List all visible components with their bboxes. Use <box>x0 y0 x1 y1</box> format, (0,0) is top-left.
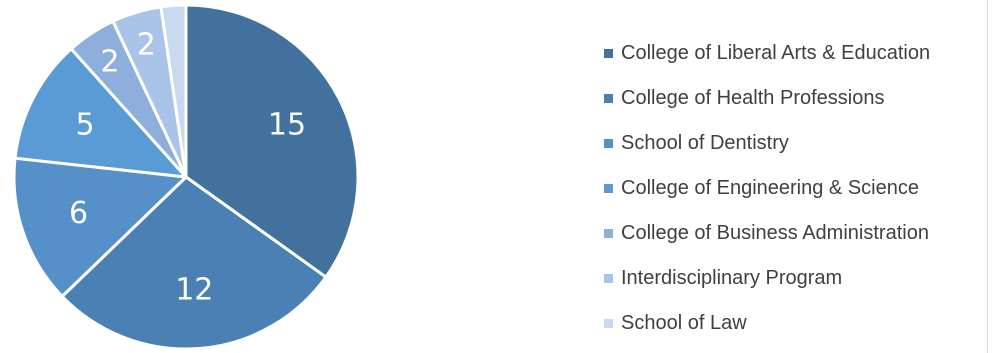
legend-item-college-of-engineering-and-science: College of Engineering & Science <box>604 166 930 211</box>
data-label-interdisciplinary-program: 2 <box>137 28 156 63</box>
data-label-school-of-dentistry: 6 <box>69 196 88 231</box>
legend-swatch <box>604 229 613 238</box>
legend-swatch <box>604 184 613 193</box>
legend-label: College of Engineering & Science <box>621 177 919 199</box>
legend-item-college-of-business-administration: College of Business Administration <box>604 211 930 256</box>
pie-slice-college-of-engineering-and-science <box>13 47 188 179</box>
legend-label: College of Liberal Arts & Education <box>621 42 931 64</box>
data-label-college-of-business-administration: 2 <box>101 45 120 80</box>
chart-legend: College of Liberal Arts & Education Colle… <box>604 31 930 346</box>
data-label-college-of-health-professions: 12 <box>175 273 213 308</box>
legend-item-college-of-liberal-arts-and-education: College of Liberal Arts & Education <box>604 31 930 76</box>
legend-label: School of Dentistry <box>621 132 789 154</box>
pie-slice-college-of-liberal-arts-and-education <box>184 3 360 279</box>
legend-swatch <box>604 49 613 58</box>
legend-swatch <box>604 139 613 148</box>
legend-label: Interdisciplinary Program <box>621 267 843 289</box>
legend-swatch <box>604 94 613 103</box>
pie-slice-college-of-health-professions <box>60 175 328 351</box>
chart-border <box>987 0 988 353</box>
legend-swatch <box>604 274 613 283</box>
legend-item-school-of-dentistry: School of Dentistry <box>604 121 930 166</box>
data-label-college-of-engineering-and-science: 5 <box>75 108 94 143</box>
legend-swatch <box>604 319 613 328</box>
legend-item-interdisciplinary-program: Interdisciplinary Program <box>604 256 930 301</box>
pie-slice-school-of-law <box>159 3 188 179</box>
legend-item-school-of-law: School of Law <box>604 301 930 346</box>
legend-label: College of Business Administration <box>621 222 929 244</box>
data-label-college-of-liberal-arts-and-education: 15 <box>268 108 306 143</box>
legend-label: School of Law <box>621 312 747 334</box>
legend-item-college-of-health-professions: College of Health Professions <box>604 76 930 121</box>
pie-slice-school-of-dentistry <box>12 156 188 298</box>
legend-label: College of Health Professions <box>621 87 885 109</box>
